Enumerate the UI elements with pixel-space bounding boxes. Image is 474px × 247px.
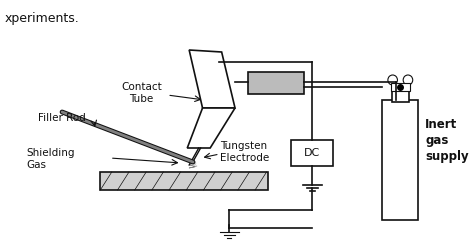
Bar bbox=[392, 88, 409, 102]
Text: DC: DC bbox=[304, 148, 320, 158]
Bar bbox=[100, 172, 267, 190]
Text: Shielding
Gas: Shielding Gas bbox=[27, 148, 75, 170]
Polygon shape bbox=[189, 50, 235, 108]
Polygon shape bbox=[187, 108, 235, 148]
Circle shape bbox=[388, 75, 397, 85]
Text: xperiments.: xperiments. bbox=[5, 12, 80, 25]
Text: Filler Rod: Filler Rod bbox=[38, 113, 86, 123]
Circle shape bbox=[403, 75, 413, 85]
Bar bbox=[292, 140, 333, 166]
Bar bbox=[382, 100, 419, 220]
Bar bbox=[248, 72, 304, 94]
Text: Tungsten
Electrode: Tungsten Electrode bbox=[220, 141, 269, 163]
Text: Contact
Tube: Contact Tube bbox=[121, 82, 162, 103]
Bar bbox=[391, 83, 410, 91]
Text: Inert
gas
supply: Inert gas supply bbox=[425, 118, 469, 163]
